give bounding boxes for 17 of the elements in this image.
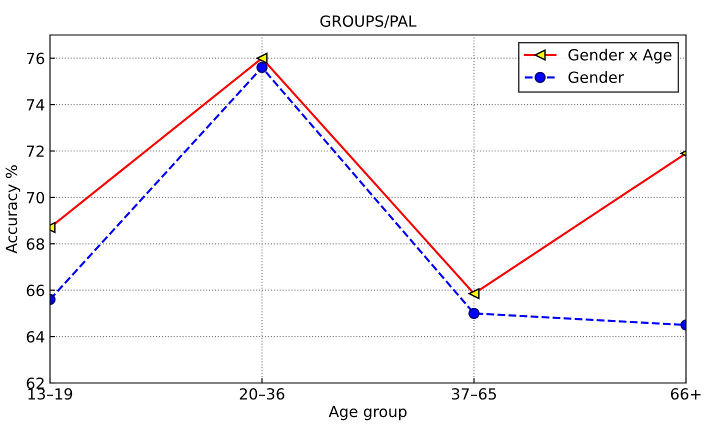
legend-label: Gender x Age — [568, 48, 672, 64]
y-axis-title: Accuracy % — [6, 165, 20, 254]
legend-label: Gender — [568, 71, 624, 83]
y-tick-label: 68 — [26, 238, 44, 250]
y-tick-label: 70 — [26, 192, 44, 204]
y-tick-label: 72 — [26, 145, 44, 157]
x-axis-title: Age group — [328, 406, 407, 420]
x-tick-label: 37–65 — [452, 388, 496, 400]
x-tick-label: 13–19 — [28, 388, 72, 400]
y-tick-label: 64 — [26, 331, 44, 343]
x-tick-label: 20–36 — [240, 388, 284, 400]
x-tick-label: 66+ — [670, 388, 700, 400]
y-tick-label: 66 — [26, 284, 44, 296]
y-tick-label: 62 — [26, 377, 44, 390]
chart-title: GROUPS/PAL — [320, 15, 416, 28]
y-tick-label: 74 — [26, 99, 44, 110]
y-tick-label: 76 — [26, 52, 44, 64]
